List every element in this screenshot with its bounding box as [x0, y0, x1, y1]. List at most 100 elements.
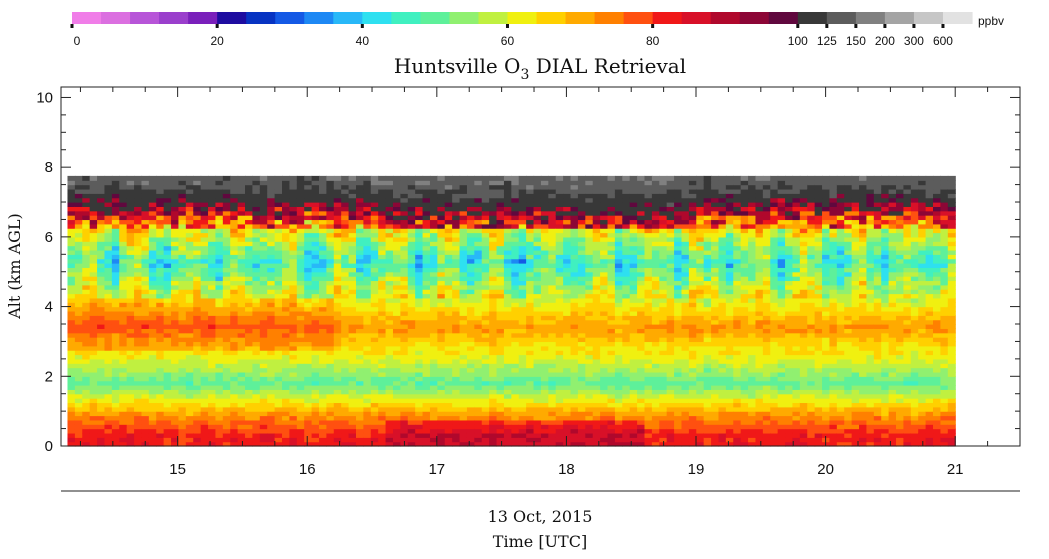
heatmap-cell — [274, 232, 283, 238]
heatmap-cell — [230, 385, 239, 390]
heatmap-cell — [200, 175, 209, 181]
heatmap-cell — [607, 267, 616, 273]
heatmap-cell — [474, 332, 483, 338]
heatmap-cell — [296, 206, 305, 212]
heatmap-cell — [489, 310, 498, 316]
heatmap-cell — [267, 376, 276, 382]
heatmap-cell — [459, 197, 468, 203]
heatmap-cell — [259, 219, 268, 225]
heatmap-cell — [185, 424, 194, 430]
heatmap-cell — [348, 389, 357, 395]
heatmap-cell — [274, 398, 283, 404]
heatmap-cell — [296, 215, 305, 221]
heatmap-cell — [156, 437, 165, 443]
heatmap-cell — [119, 332, 128, 338]
heatmap-cell — [134, 411, 143, 417]
heatmap-cell — [422, 319, 431, 325]
heatmap-cell — [304, 428, 313, 434]
heatmap-cell — [592, 437, 601, 443]
heatmap-cell — [489, 332, 498, 338]
heatmap-cell — [141, 419, 150, 425]
heatmap-cell — [392, 371, 401, 377]
heatmap-cell — [459, 241, 468, 247]
heatmap-cell — [200, 267, 209, 273]
heatmap-cell — [148, 406, 157, 412]
heatmap-cell — [208, 254, 217, 260]
heatmap-cell — [67, 289, 76, 295]
heatmap-cell — [570, 232, 579, 238]
heatmap-cell — [82, 236, 91, 242]
heatmap-cell — [385, 254, 394, 260]
heatmap-cell — [577, 215, 586, 221]
heatmap-cell — [518, 345, 527, 351]
heatmap-cell — [156, 193, 165, 199]
heatmap-cell — [407, 332, 416, 338]
heatmap-cell — [444, 241, 453, 247]
heatmap-cell — [74, 284, 83, 290]
heatmap-cell — [385, 428, 394, 434]
heatmap-cell — [97, 341, 106, 347]
heatmap-cell — [585, 371, 594, 377]
heatmap-cell — [385, 193, 394, 199]
heatmap-cell — [193, 380, 202, 386]
heatmap-cell — [481, 350, 490, 356]
heatmap-cell — [208, 306, 217, 312]
heatmap-cell — [296, 350, 305, 356]
heatmap-cell — [489, 280, 498, 286]
heatmap-cell — [200, 406, 209, 412]
heatmap-cell — [141, 188, 150, 194]
heatmap-cell — [104, 437, 113, 443]
heatmap-cell — [392, 310, 401, 316]
heatmap-cell — [104, 315, 113, 321]
heatmap-cell — [134, 245, 143, 251]
heatmap-cell — [474, 245, 483, 251]
heatmap-cell — [126, 328, 135, 334]
heatmap-cell — [607, 328, 616, 334]
heatmap-cell — [400, 280, 409, 286]
heatmap-cell — [119, 441, 128, 447]
heatmap-cell — [148, 215, 157, 221]
heatmap-cell — [555, 228, 564, 234]
heatmap-cell — [489, 236, 498, 242]
heatmap-cell — [104, 345, 113, 351]
heatmap-cell — [215, 406, 224, 412]
heatmap-cell — [592, 241, 601, 247]
heatmap-cell — [563, 267, 572, 273]
heatmap-cell — [459, 341, 468, 347]
heatmap-cell — [489, 184, 498, 190]
heatmap-cell — [163, 180, 172, 186]
heatmap-cell — [533, 406, 542, 412]
heatmap-cell — [540, 228, 549, 234]
heatmap-cell — [444, 415, 453, 421]
heatmap-cell — [548, 297, 557, 303]
colorbar-tick-label: 40 — [356, 34, 370, 48]
heatmap-cell — [156, 419, 165, 425]
heatmap-cell — [392, 280, 401, 286]
heatmap-cell — [355, 184, 364, 190]
heatmap-cell — [444, 206, 453, 212]
heatmap-cell — [326, 236, 335, 242]
heatmap-cell — [282, 385, 291, 390]
heatmap-cell — [259, 202, 268, 207]
heatmap-cell — [629, 441, 638, 447]
heatmap-cell — [555, 389, 564, 395]
heatmap-cell — [392, 419, 401, 425]
heatmap-cell — [104, 236, 113, 242]
heatmap-cell — [245, 175, 254, 181]
heatmap-cell — [282, 324, 291, 329]
heatmap-cell — [104, 432, 113, 438]
heatmap-cell — [304, 284, 313, 290]
heatmap-cell — [200, 302, 209, 308]
heatmap-cell — [518, 188, 527, 194]
heatmap-cell — [415, 297, 424, 303]
heatmap-cell — [614, 210, 623, 216]
heatmap-cell — [526, 328, 535, 334]
heatmap-cell — [245, 219, 254, 225]
heatmap-cell — [444, 197, 453, 203]
heatmap-cell — [533, 180, 542, 186]
heatmap-cell — [245, 232, 254, 238]
heatmap-cell — [422, 249, 431, 255]
heatmap-cell — [496, 297, 505, 303]
heatmap-cell — [319, 380, 327, 386]
heatmap-cell — [644, 206, 653, 212]
